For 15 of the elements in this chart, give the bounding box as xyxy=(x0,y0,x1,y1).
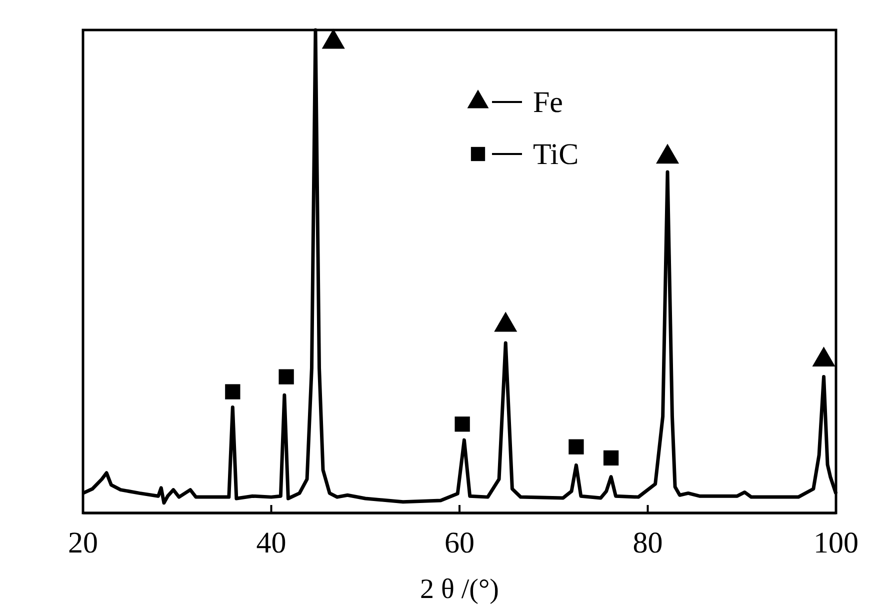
x-tick-label: 100 xyxy=(814,526,858,560)
point xyxy=(278,369,294,384)
x-tick-label: 40 xyxy=(256,526,286,560)
x-tick-label: 80 xyxy=(632,526,663,560)
point xyxy=(322,28,345,49)
point xyxy=(454,416,470,432)
legend-label: Fe xyxy=(533,86,563,119)
point xyxy=(603,450,619,466)
x-tick-label: 60 xyxy=(444,526,474,560)
point xyxy=(656,144,680,164)
x-axis-title: 2 θ /(°) xyxy=(420,574,500,605)
point xyxy=(225,384,240,400)
x-tick-label: 20 xyxy=(68,526,98,560)
point xyxy=(568,439,584,454)
legend-label: TiC xyxy=(533,138,579,171)
